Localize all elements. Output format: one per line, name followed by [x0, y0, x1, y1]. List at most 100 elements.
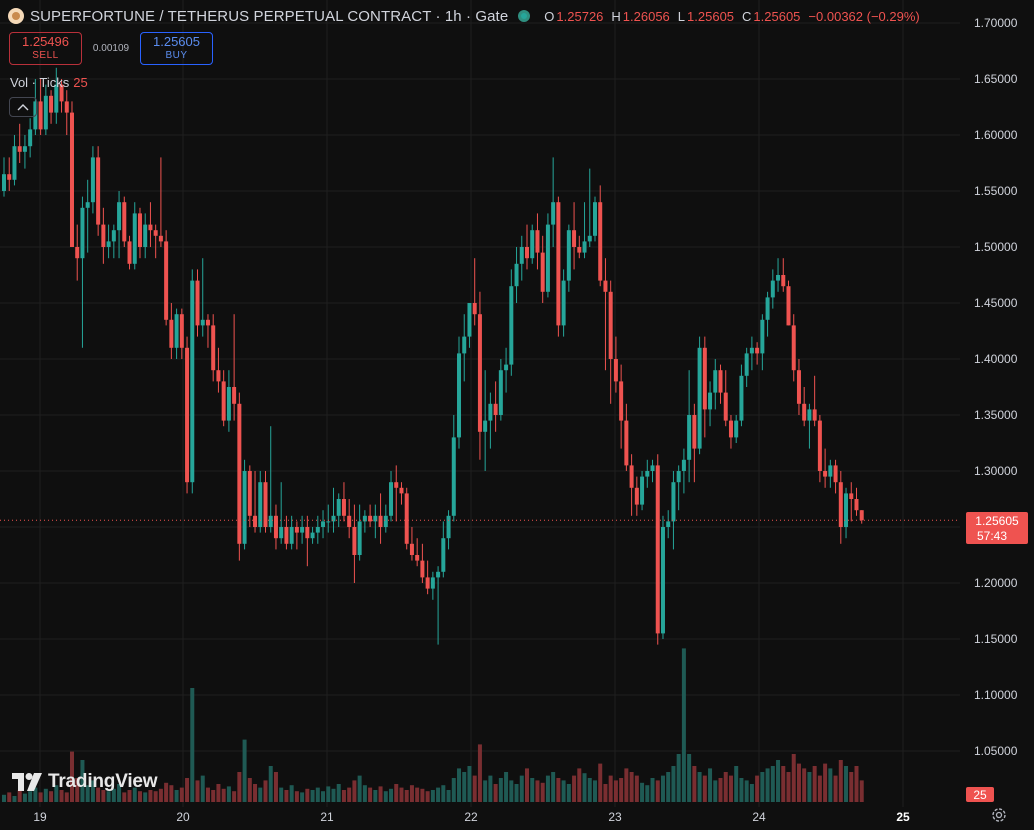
volume-bar — [776, 760, 781, 802]
low-value: 1.25605 — [687, 8, 735, 24]
candle-body — [425, 577, 430, 589]
candle-body — [279, 527, 284, 539]
volume-bar — [190, 688, 195, 802]
candle-body — [331, 515, 336, 522]
price-tick-label: 1.50000 — [974, 240, 1018, 254]
volume-bar — [341, 790, 346, 802]
candle-body — [284, 527, 289, 544]
candle-body — [122, 202, 127, 242]
volume-bar — [106, 791, 111, 802]
volume-bar — [300, 792, 305, 802]
volume-bar — [640, 782, 645, 802]
volume-bar — [331, 788, 336, 802]
volume-bar — [169, 785, 174, 802]
volume-bar — [221, 788, 226, 802]
candle-body — [770, 280, 775, 298]
candle-body — [185, 347, 190, 483]
candle-body — [765, 297, 770, 320]
candle-body — [671, 482, 676, 522]
candle-body — [582, 241, 587, 253]
price-tick-label: 1.70000 — [974, 16, 1018, 30]
candle-body — [289, 527, 294, 544]
last-price-value: 1.25605 — [975, 514, 1019, 528]
volume-bar — [786, 772, 791, 802]
candle-body — [446, 515, 451, 539]
collapse-legend-button[interactable] — [9, 97, 37, 117]
price-tick-label: 1.30000 — [974, 464, 1018, 478]
symbol-title[interactable]: SUPERFORTUNE / TETHERUS PERPETUAL CONTRA… — [30, 7, 509, 25]
volume-bar — [833, 775, 838, 802]
tradingview-logo[interactable]: TradingView — [12, 771, 158, 793]
last-price-tag: 1.25605 57:43 — [966, 512, 1028, 544]
volume-bar — [111, 788, 116, 802]
candle-body — [17, 146, 22, 152]
time-tick-label: 20 — [176, 810, 190, 824]
candle-body — [613, 359, 618, 382]
volume-bar — [195, 780, 200, 802]
time-tick-label: 22 — [464, 810, 478, 824]
candle-body — [111, 230, 116, 242]
candle-body — [791, 325, 796, 371]
candle-body — [237, 403, 242, 544]
volume-indicator-legend[interactable]: Vol · Ticks 25 — [10, 75, 88, 90]
volume-bar — [368, 787, 373, 802]
candle-body — [545, 224, 550, 292]
candle-body — [132, 213, 137, 264]
volume-bar — [540, 782, 545, 802]
volume-bar — [755, 775, 760, 802]
volume-bar — [132, 787, 137, 802]
candle-body — [211, 325, 216, 371]
candle-body — [786, 286, 791, 326]
volume-bar — [38, 792, 43, 802]
candle-body — [85, 202, 90, 208]
buy-button[interactable]: 1.25605 BUY — [140, 32, 213, 65]
price-candles — [2, 67, 864, 645]
candle-body — [441, 538, 446, 572]
volume-bar — [122, 792, 127, 802]
candle-body — [357, 521, 362, 555]
volume-bar — [7, 792, 12, 802]
candle-body — [164, 241, 169, 320]
candle-body — [796, 370, 801, 404]
candle-body — [347, 515, 352, 527]
volume-bar — [232, 791, 237, 802]
candle-body — [305, 527, 310, 539]
volume-bar — [441, 785, 446, 802]
candle-body — [43, 95, 48, 130]
volume-bar — [258, 787, 263, 802]
volume-bar — [54, 785, 59, 802]
price-tick-label: 1.55000 — [974, 184, 1018, 198]
price-axis[interactable]: 1.70000 1.65000 1.60000 1.55000 1.50000 1.450… — [974, 16, 1018, 758]
volume-bar — [174, 790, 179, 802]
volume-bar — [718, 778, 723, 802]
candle-body — [117, 202, 122, 231]
volume-bar — [33, 787, 38, 802]
candle-body — [205, 319, 210, 326]
candle-body — [294, 527, 299, 533]
candle-body — [143, 224, 148, 247]
volume-bar — [749, 784, 754, 802]
gear-icon[interactable] — [990, 806, 1008, 824]
candle-body — [106, 241, 111, 247]
volume-bar — [760, 772, 765, 802]
candle-body — [598, 202, 603, 281]
candle-body — [488, 403, 493, 421]
time-tick-label: 23 — [608, 810, 622, 824]
high-value: 1.26056 — [622, 8, 670, 24]
time-axis[interactable]: 19 20 21 22 23 24 25 — [33, 810, 910, 824]
volume-bar — [655, 780, 660, 802]
time-tick-label: 25 — [896, 810, 910, 824]
candle-body — [75, 247, 80, 259]
sell-button[interactable]: 1.25496 SELL — [9, 32, 82, 65]
volume-bar — [394, 784, 399, 802]
candle-body — [655, 465, 660, 634]
volume-bar — [650, 778, 655, 802]
volume-bar — [498, 778, 503, 802]
volume-bar — [451, 778, 456, 802]
candle-body — [247, 471, 252, 516]
volume-bar — [347, 787, 352, 802]
volume-bar — [488, 775, 493, 802]
volume-bar — [294, 791, 299, 802]
volume-bar — [378, 786, 383, 802]
